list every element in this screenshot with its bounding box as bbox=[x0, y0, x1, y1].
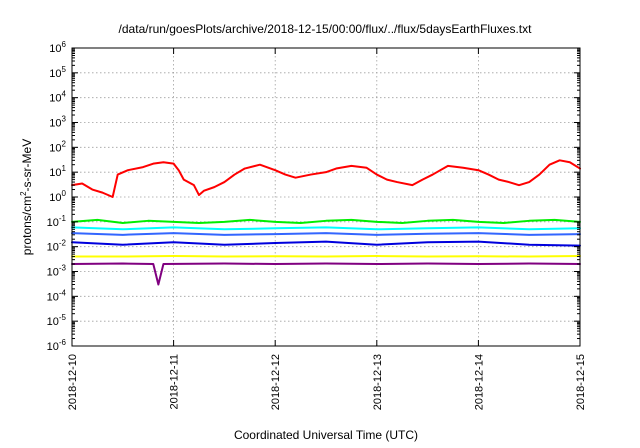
y-axis-title: protons/cm2-s-sr-MeV bbox=[19, 139, 34, 255]
y-tick-label: 10-6 bbox=[47, 338, 67, 353]
y-tick-label: 101 bbox=[49, 164, 66, 179]
y-axis-title-sup: 2 bbox=[19, 191, 28, 196]
y-axis: 10-610-510-410-310-210-11001011021031041… bbox=[47, 40, 580, 353]
y-tick-label-exp: -6 bbox=[59, 338, 67, 347]
y-tick-label-base: 10 bbox=[47, 242, 59, 254]
y-axis-title-rest: -s-sr-MeV bbox=[20, 139, 34, 192]
y-tick-label-exp: 2 bbox=[62, 139, 67, 148]
y-tick-label-base: 10 bbox=[49, 68, 61, 80]
series-line bbox=[71, 262, 581, 286]
y-tick-label-exp: -2 bbox=[59, 239, 67, 248]
x-axis-title: Coordinated Universal Time (UTC) bbox=[234, 428, 418, 442]
y-tick-label: 10-5 bbox=[47, 313, 67, 328]
x-tick-label: 2018-12-12 bbox=[270, 354, 282, 410]
x-tick-label: 2018-12-13 bbox=[372, 354, 384, 410]
y-tick-label-base: 10 bbox=[49, 43, 61, 55]
y-tick-label-exp: -1 bbox=[59, 214, 67, 223]
y-tick-label-exp: 4 bbox=[62, 90, 67, 99]
series-line bbox=[71, 159, 581, 198]
y-tick-label-base: 10 bbox=[47, 291, 59, 303]
series-line bbox=[71, 255, 581, 258]
y-tick-label: 106 bbox=[49, 40, 66, 55]
y-tick-label-base: 10 bbox=[47, 217, 59, 229]
x-axis: 2018-12-10 2018-12-11 2018-12-12 2018-12-13… bbox=[67, 48, 587, 410]
y-tick-label-exp: 0 bbox=[62, 189, 67, 198]
y-tick-label-exp: 6 bbox=[62, 40, 67, 49]
y-tick-label: 10-1 bbox=[47, 214, 67, 229]
y-tick-label: 10-4 bbox=[47, 288, 67, 303]
y-tick-label-base: 10 bbox=[47, 341, 59, 353]
y-tick-label-base: 10 bbox=[49, 93, 61, 105]
y-tick-label-exp: -5 bbox=[59, 313, 67, 322]
x-tick-label: 2018-12-15 bbox=[575, 354, 587, 410]
series-line bbox=[71, 240, 581, 247]
y-tick-label: 104 bbox=[49, 90, 66, 105]
x-tick-label: 2018-12-14 bbox=[473, 354, 485, 410]
y-tick-label: 105 bbox=[49, 65, 66, 80]
y-tick-label: 10-3 bbox=[47, 264, 67, 279]
y-tick-label-base: 10 bbox=[49, 118, 61, 130]
y-tick-label-base: 10 bbox=[49, 142, 61, 154]
y-tick-label-exp: 3 bbox=[62, 115, 67, 124]
y-tick-label-exp: 5 bbox=[62, 65, 67, 74]
x-tick-label: 2018-12-11 bbox=[169, 354, 181, 409]
series-line bbox=[71, 232, 581, 236]
y-tick-label: 102 bbox=[49, 139, 66, 154]
y-tick-label-exp: -3 bbox=[59, 264, 67, 273]
grid bbox=[72, 48, 580, 346]
series-line bbox=[71, 226, 581, 231]
y-tick-label-base: 10 bbox=[49, 192, 61, 204]
chart-title: /data/run/goesPlots/archive/2018-12-15/0… bbox=[119, 22, 533, 36]
y-tick-label-base: 10 bbox=[47, 267, 59, 279]
y-tick-label-base: 10 bbox=[47, 316, 59, 328]
y-tick-label: 100 bbox=[49, 189, 66, 204]
y-tick-label: 10-2 bbox=[47, 239, 67, 254]
series-group bbox=[71, 159, 581, 286]
y-tick-label: 103 bbox=[49, 115, 66, 130]
y-tick-label-base: 10 bbox=[49, 167, 61, 179]
y-axis-title-base: protons/cm bbox=[20, 196, 34, 255]
series-line bbox=[71, 218, 581, 224]
x-tick-label: 2018-12-10 bbox=[67, 354, 79, 410]
y-tick-label-exp: 1 bbox=[62, 164, 67, 173]
y-tick-label-exp: -4 bbox=[59, 288, 67, 297]
